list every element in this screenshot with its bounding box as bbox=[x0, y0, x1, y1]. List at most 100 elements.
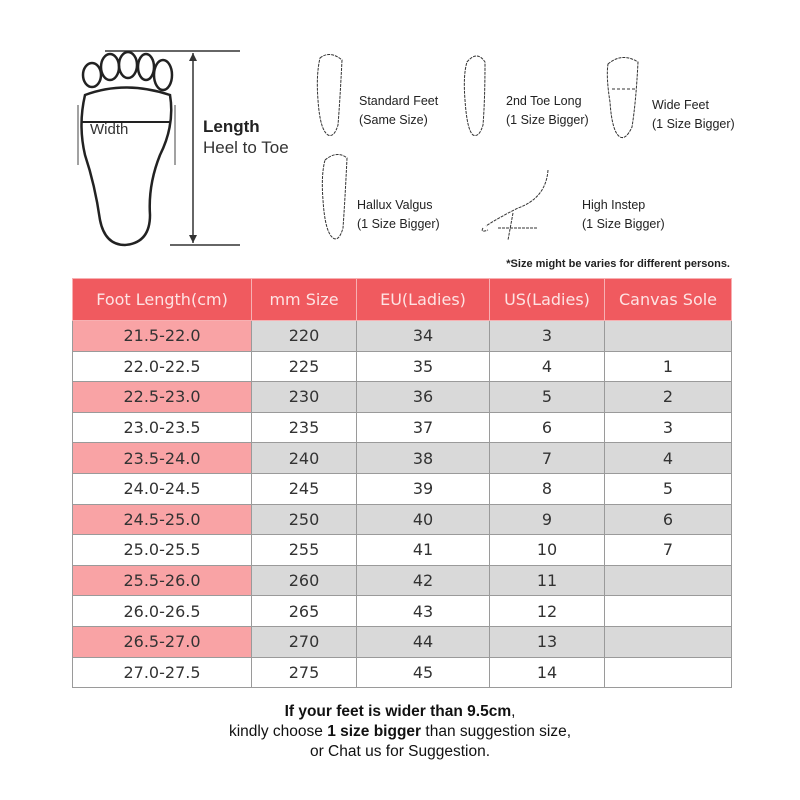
header-mm-size: mm Size bbox=[251, 278, 357, 321]
table-row: 23.5-24.0 240 38 7 4 bbox=[72, 442, 732, 474]
cell-eu-size: 44 bbox=[356, 625, 490, 658]
cell-foot-length: 23.5-24.0 bbox=[72, 442, 252, 474]
cell-eu-size: 34 bbox=[356, 320, 490, 352]
cell-us-size: 12 bbox=[489, 595, 605, 627]
cell-us-size: 10 bbox=[489, 534, 605, 566]
second-toe-long-foot-icon bbox=[463, 55, 486, 136]
size-table: Foot Length(cm) mm Size EU(Ladies) US(La… bbox=[72, 278, 732, 689]
cell-canvas-sole: 1 bbox=[604, 350, 732, 383]
table-row: 25.5-26.0 260 42 11 bbox=[72, 564, 732, 597]
cell-mm-size: 220 bbox=[251, 320, 357, 352]
table-row: 27.0-27.5 275 45 14 bbox=[72, 656, 732, 689]
table-row: 25.0-25.5 255 41 10 7 bbox=[72, 534, 732, 566]
cell-eu-size: 36 bbox=[356, 381, 490, 413]
cell-us-size: 8 bbox=[489, 472, 605, 505]
cell-foot-length: 24.0-24.5 bbox=[72, 472, 252, 505]
footer-line2-bold: 1 size bigger bbox=[327, 723, 422, 740]
cell-us-size: 5 bbox=[489, 381, 605, 413]
cell-canvas-sole bbox=[604, 564, 732, 597]
table-header-row: Foot Length(cm) mm Size EU(Ladies) US(La… bbox=[72, 278, 732, 321]
footer-line1: If your feet is wider than 9.5cm bbox=[284, 703, 512, 720]
footer-line2-prefix: kindly choose bbox=[228, 723, 328, 740]
cell-mm-size: 250 bbox=[251, 503, 357, 536]
cell-mm-size: 275 bbox=[251, 656, 357, 689]
cell-canvas-sole bbox=[604, 656, 732, 689]
cell-us-size: 14 bbox=[489, 656, 605, 689]
foot-type-high-instep: High Instep (1 Size Bigger) bbox=[582, 198, 665, 231]
foot-type-wide: Wide Feet (1 Size Bigger) bbox=[652, 98, 735, 131]
table-row: 22.0-22.5 225 35 4 1 bbox=[72, 350, 732, 383]
header-us: US(Ladies) bbox=[489, 278, 605, 321]
cell-foot-length: 22.0-22.5 bbox=[72, 350, 252, 383]
wide-foot-icon bbox=[606, 57, 639, 138]
cell-us-size: 7 bbox=[489, 442, 605, 474]
width-label: Width bbox=[90, 121, 129, 138]
header-canvas-sole: Canvas Sole bbox=[604, 278, 732, 321]
cell-foot-length: 21.5-22.0 bbox=[72, 320, 252, 352]
cell-us-size: 3 bbox=[489, 320, 605, 352]
cell-us-size: 4 bbox=[489, 350, 605, 383]
table-row: 26.5-27.0 270 44 13 bbox=[72, 625, 732, 658]
cell-mm-size: 225 bbox=[251, 350, 357, 383]
cell-foot-length: 22.5-23.0 bbox=[72, 381, 252, 413]
cell-canvas-sole: 6 bbox=[604, 503, 732, 536]
footer-line2-suffix: than suggestion size, bbox=[421, 723, 572, 740]
cell-eu-size: 41 bbox=[356, 534, 490, 566]
cell-foot-length: 26.0-26.5 bbox=[72, 595, 252, 627]
cell-foot-length: 26.5-27.0 bbox=[72, 625, 252, 658]
footer-note: If your feet is wider than 9.5cm, kindly… bbox=[0, 702, 800, 762]
hallux-valgus-foot-icon bbox=[321, 154, 348, 240]
table-row: 26.0-26.5 265 43 12 bbox=[72, 595, 732, 627]
high-instep-foot-icon bbox=[481, 169, 549, 241]
cell-us-size: 11 bbox=[489, 564, 605, 597]
cell-eu-size: 40 bbox=[356, 503, 490, 536]
cell-canvas-sole bbox=[604, 625, 732, 658]
foot-type-second-toe: 2nd Toe Long (1 Size Bigger) bbox=[506, 94, 589, 127]
cell-foot-length: 25.5-26.0 bbox=[72, 564, 252, 597]
foot-measure-diagram bbox=[77, 50, 240, 247]
table-row: 24.0-24.5 245 39 8 5 bbox=[72, 472, 732, 505]
table-row: 21.5-22.0 220 34 3 bbox=[72, 320, 732, 352]
cell-mm-size: 230 bbox=[251, 381, 357, 413]
header-eu: EU(Ladies) bbox=[356, 278, 490, 321]
cell-eu-size: 42 bbox=[356, 564, 490, 597]
length-label: Length bbox=[203, 117, 260, 136]
table-row: 22.5-23.0 230 36 5 2 bbox=[72, 381, 732, 413]
length-sub-label: Heel to Toe bbox=[203, 138, 289, 157]
cell-eu-size: 43 bbox=[356, 595, 490, 627]
table-row: 23.0-23.5 235 37 6 3 bbox=[72, 411, 732, 444]
cell-canvas-sole: 5 bbox=[604, 472, 732, 505]
cell-mm-size: 240 bbox=[251, 442, 357, 474]
cell-canvas-sole: 3 bbox=[604, 411, 732, 444]
cell-canvas-sole bbox=[604, 320, 732, 352]
table-row: 24.5-25.0 250 40 9 6 bbox=[72, 503, 732, 536]
cell-eu-size: 45 bbox=[356, 656, 490, 689]
footer-line1-suffix: , bbox=[511, 703, 516, 720]
foot-type-standard: Standard Feet (Same Size) bbox=[359, 94, 439, 127]
cell-mm-size: 255 bbox=[251, 534, 357, 566]
footer-line3: or Chat us for Suggestion. bbox=[309, 743, 491, 760]
foot-type-hallux-valgus: Hallux Valgus (1 Size Bigger) bbox=[357, 198, 440, 231]
cell-mm-size: 260 bbox=[251, 564, 357, 597]
cell-canvas-sole: 7 bbox=[604, 534, 732, 566]
size-note: *Size might be varies for different pers… bbox=[506, 258, 730, 270]
cell-canvas-sole: 4 bbox=[604, 442, 732, 474]
cell-canvas-sole bbox=[604, 595, 732, 627]
cell-canvas-sole: 2 bbox=[604, 381, 732, 413]
cell-mm-size: 270 bbox=[251, 625, 357, 658]
cell-foot-length: 23.0-23.5 bbox=[72, 411, 252, 444]
cell-foot-length: 27.0-27.5 bbox=[72, 656, 252, 689]
cell-eu-size: 37 bbox=[356, 411, 490, 444]
cell-us-size: 9 bbox=[489, 503, 605, 536]
cell-eu-size: 38 bbox=[356, 442, 490, 474]
header-foot-length: Foot Length(cm) bbox=[72, 278, 252, 321]
cell-eu-size: 39 bbox=[356, 472, 490, 505]
cell-foot-length: 25.0-25.5 bbox=[72, 534, 252, 566]
cell-mm-size: 235 bbox=[251, 411, 357, 444]
cell-mm-size: 245 bbox=[251, 472, 357, 505]
cell-us-size: 13 bbox=[489, 625, 605, 658]
cell-eu-size: 35 bbox=[356, 350, 490, 383]
cell-mm-size: 265 bbox=[251, 595, 357, 627]
cell-foot-length: 24.5-25.0 bbox=[72, 503, 252, 536]
